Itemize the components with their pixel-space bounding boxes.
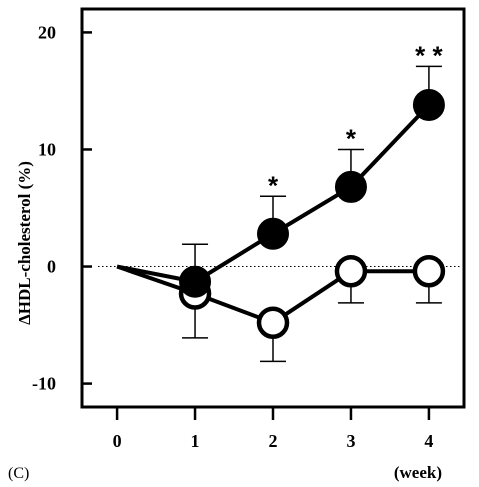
open-point: [412, 254, 446, 288]
series-filled-circle: [116, 65, 445, 298]
y-tick-label: 10: [38, 139, 56, 159]
significance-star: * *: [415, 40, 443, 70]
significance-star: *: [268, 170, 279, 200]
y-tick-label: -10: [32, 374, 56, 394]
x-axis-title: (week): [394, 463, 442, 482]
open-point: [256, 306, 290, 339]
significance-markers: * * * *: [268, 40, 444, 200]
plot-area: [80, 7, 466, 409]
x-tick-label: 0: [113, 431, 122, 451]
series-open-circle: [116, 254, 446, 363]
y-axis-title: ΔHDL-cholesterol (%): [15, 161, 34, 325]
x-axis: 0 1 2 3 4: [113, 408, 433, 451]
plot-frame: [80, 7, 466, 409]
x-tick-label: 4: [424, 431, 433, 451]
x-tick-label: 2: [269, 431, 278, 451]
x-tick-label: 3: [346, 431, 355, 451]
y-axis: 20 10 0 -10: [32, 22, 92, 394]
panel-label: (C): [8, 465, 29, 482]
y-tick-label: 0: [47, 257, 56, 277]
filled-point: [334, 170, 367, 203]
filled-point: [412, 88, 445, 121]
significance-star: *: [346, 123, 357, 153]
filled-point: [257, 217, 289, 250]
x-tick-label: 1: [191, 431, 200, 451]
y-tick-label: 20: [38, 22, 56, 42]
filled-point: [179, 265, 212, 298]
data-series: [116, 65, 446, 363]
open-point: [334, 254, 368, 288]
